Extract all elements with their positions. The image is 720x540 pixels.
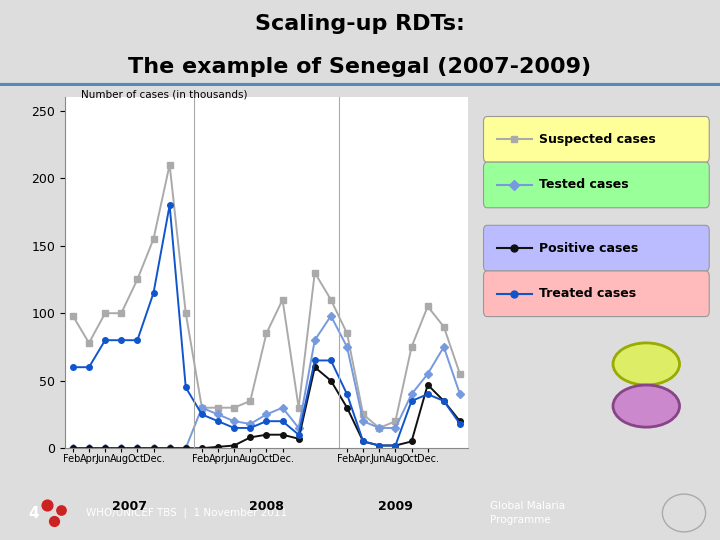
Ellipse shape — [613, 385, 680, 427]
Text: WHO/UNICEF TBS  |  1 November 2011: WHO/UNICEF TBS | 1 November 2011 — [86, 508, 287, 518]
FancyBboxPatch shape — [484, 162, 709, 208]
Text: 2008: 2008 — [249, 500, 284, 512]
Text: Scaling-up RDTs:: Scaling-up RDTs: — [255, 14, 465, 34]
Text: The example of Senegal (2007-2009): The example of Senegal (2007-2009) — [128, 57, 592, 77]
Ellipse shape — [613, 343, 680, 385]
Text: Global Malaria
Programme: Global Malaria Programme — [490, 502, 564, 524]
Text: Tested cases: Tested cases — [539, 178, 629, 192]
Text: 4: 4 — [29, 505, 40, 521]
Text: Number of cases (in thousands): Number of cases (in thousands) — [81, 90, 248, 100]
Text: Suspected cases: Suspected cases — [539, 133, 656, 146]
FancyBboxPatch shape — [484, 225, 709, 271]
Text: Positive cases: Positive cases — [539, 241, 639, 255]
Ellipse shape — [662, 494, 706, 532]
FancyBboxPatch shape — [484, 117, 709, 162]
FancyBboxPatch shape — [484, 271, 709, 316]
Text: 2009: 2009 — [378, 500, 413, 512]
Text: Treated cases: Treated cases — [539, 287, 636, 300]
Text: 2007: 2007 — [112, 500, 147, 512]
